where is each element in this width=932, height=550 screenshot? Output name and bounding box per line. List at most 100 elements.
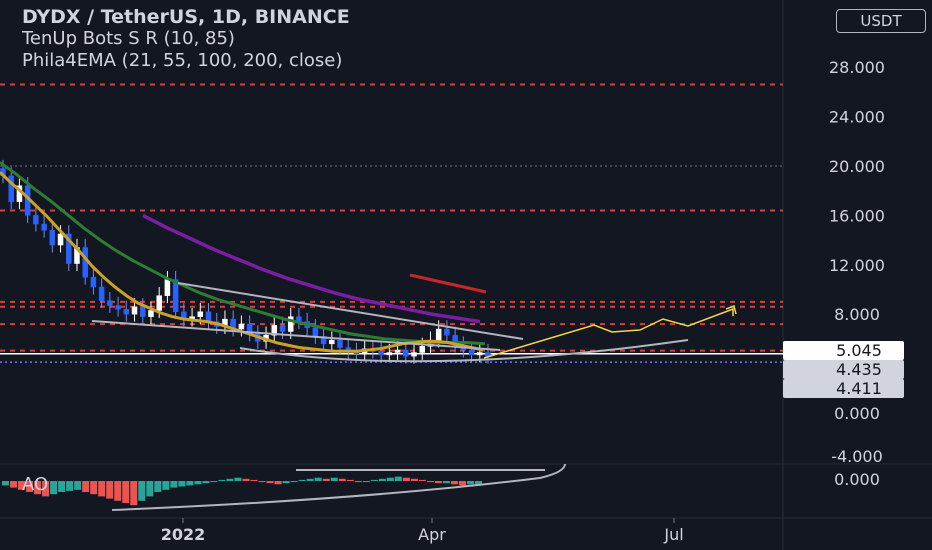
ao-bar: [458, 481, 466, 486]
red-drawing-line[interactable]: [409, 273, 487, 294]
ao-bar: [178, 481, 186, 487]
upper-wedge-trendline[interactable]: [91, 320, 501, 351]
ao-bar: [66, 481, 74, 491]
ema55-line[interactable]: [0, 161, 486, 346]
y-tick-label: 0.000: [834, 404, 880, 423]
ao-bar: [474, 481, 482, 485]
candle-down[interactable]: [378, 351, 384, 356]
ao-bar: [202, 481, 210, 484]
candle-up[interactable]: [394, 349, 401, 353]
candle-down[interactable]: [320, 336, 327, 345]
price-label-box: [783, 360, 904, 379]
ao-bar: [146, 481, 154, 497]
candle-up[interactable]: [386, 352, 393, 356]
candle-down[interactable]: [90, 276, 97, 288]
candle-up[interactable]: [271, 325, 278, 336]
ao-bar: [290, 481, 298, 483]
ema100-line[interactable]: [142, 213, 481, 324]
indicator-tenup-label[interactable]: TenUp Bots S R (10, 85): [22, 28, 235, 49]
candle-down[interactable]: [49, 229, 56, 246]
candle-down[interactable]: [337, 339, 343, 348]
projection-path[interactable]: [483, 307, 734, 359]
ao-bar: [450, 481, 458, 485]
ao-bar: [418, 479, 426, 481]
ao-bar: [162, 481, 170, 490]
candle-up[interactable]: [238, 323, 245, 330]
indicator-ema-label[interactable]: Phila4EMA (21, 55, 100, 200, close): [22, 50, 343, 71]
candle-down[interactable]: [123, 309, 130, 315]
ao-bar: [426, 481, 434, 483]
candle-up[interactable]: [131, 306, 138, 315]
candle-down[interactable]: [98, 286, 105, 301]
ao-bar: [18, 481, 26, 490]
ao-bar: [170, 481, 178, 488]
candle-down[interactable]: [115, 305, 121, 310]
price-label-text: 5.045: [836, 341, 882, 360]
ao-bar: [402, 477, 410, 481]
candle-up[interactable]: [419, 346, 425, 353]
ao-bar: [442, 481, 450, 484]
candle-down[interactable]: [279, 325, 286, 332]
candle-up[interactable]: [329, 339, 335, 345]
candle-down[interactable]: [8, 175, 14, 203]
price-label-text: 4.435: [836, 360, 882, 379]
y-tick-label: 20.000: [829, 157, 885, 176]
candle-up[interactable]: [411, 352, 417, 357]
ao-bar: [330, 477, 338, 481]
descending-trendline[interactable]: [177, 282, 524, 340]
ao-bar: [410, 478, 418, 481]
symbol-title[interactable]: DYDX / TetherUS, 1D, BINANCE: [22, 6, 350, 28]
ao-bar: [298, 479, 306, 481]
ao-bar: [274, 481, 282, 485]
ao-indicator-label[interactable]: AO: [22, 474, 49, 495]
ao-bar: [26, 481, 34, 492]
ao-bar: [130, 481, 138, 506]
rounded-bottom-curve[interactable]: [239, 339, 689, 363]
candle-down[interactable]: [107, 300, 113, 306]
candle-up[interactable]: [156, 295, 162, 311]
candle-down[interactable]: [312, 327, 319, 337]
candle-up[interactable]: [477, 352, 483, 356]
ao-bar: [218, 479, 226, 481]
candle-down[interactable]: [444, 328, 450, 336]
candle-down[interactable]: [33, 215, 39, 225]
ao-bar: [194, 481, 202, 485]
ao-bar: [106, 481, 114, 499]
y-tick-label: 12.000: [829, 256, 885, 275]
candle-down[interactable]: [172, 279, 179, 312]
ao-bar: [42, 481, 50, 497]
price-label-text: 4.411: [836, 379, 882, 398]
ao-bar: [2, 481, 10, 486]
candle-down[interactable]: [403, 349, 409, 357]
candle-down[interactable]: [41, 223, 47, 231]
ao-bar: [50, 481, 58, 495]
ao-bar: [386, 477, 394, 481]
candle-up[interactable]: [287, 316, 294, 332]
price-label-box: [783, 379, 904, 398]
candle-down[interactable]: [468, 349, 475, 356]
candle-down[interactable]: [139, 306, 146, 317]
y-tick-label: 28.000: [829, 58, 885, 77]
x-tick-label: Jul: [663, 525, 683, 544]
ao-bar: [362, 481, 370, 483]
ao-bar: [226, 478, 234, 481]
ao-bar: [122, 481, 130, 503]
currency-button[interactable]: USDT: [836, 9, 926, 33]
ao-bar: [10, 481, 18, 488]
ao-bar: [354, 481, 362, 483]
candle-up[interactable]: [164, 279, 171, 296]
ao-curve-line[interactable]: [111, 463, 566, 511]
ao-bar: [378, 478, 386, 481]
ao-bar: [114, 481, 122, 501]
ao-bar: [346, 479, 354, 481]
candle-up[interactable]: [57, 233, 64, 246]
candle-up[interactable]: [197, 311, 204, 317]
ao-bar: [322, 478, 330, 481]
ao-bar: [266, 481, 274, 484]
candle-up[interactable]: [435, 328, 442, 341]
candle-up[interactable]: [148, 310, 154, 317]
candle-down[interactable]: [66, 233, 72, 264]
price-label-box: [783, 341, 904, 360]
